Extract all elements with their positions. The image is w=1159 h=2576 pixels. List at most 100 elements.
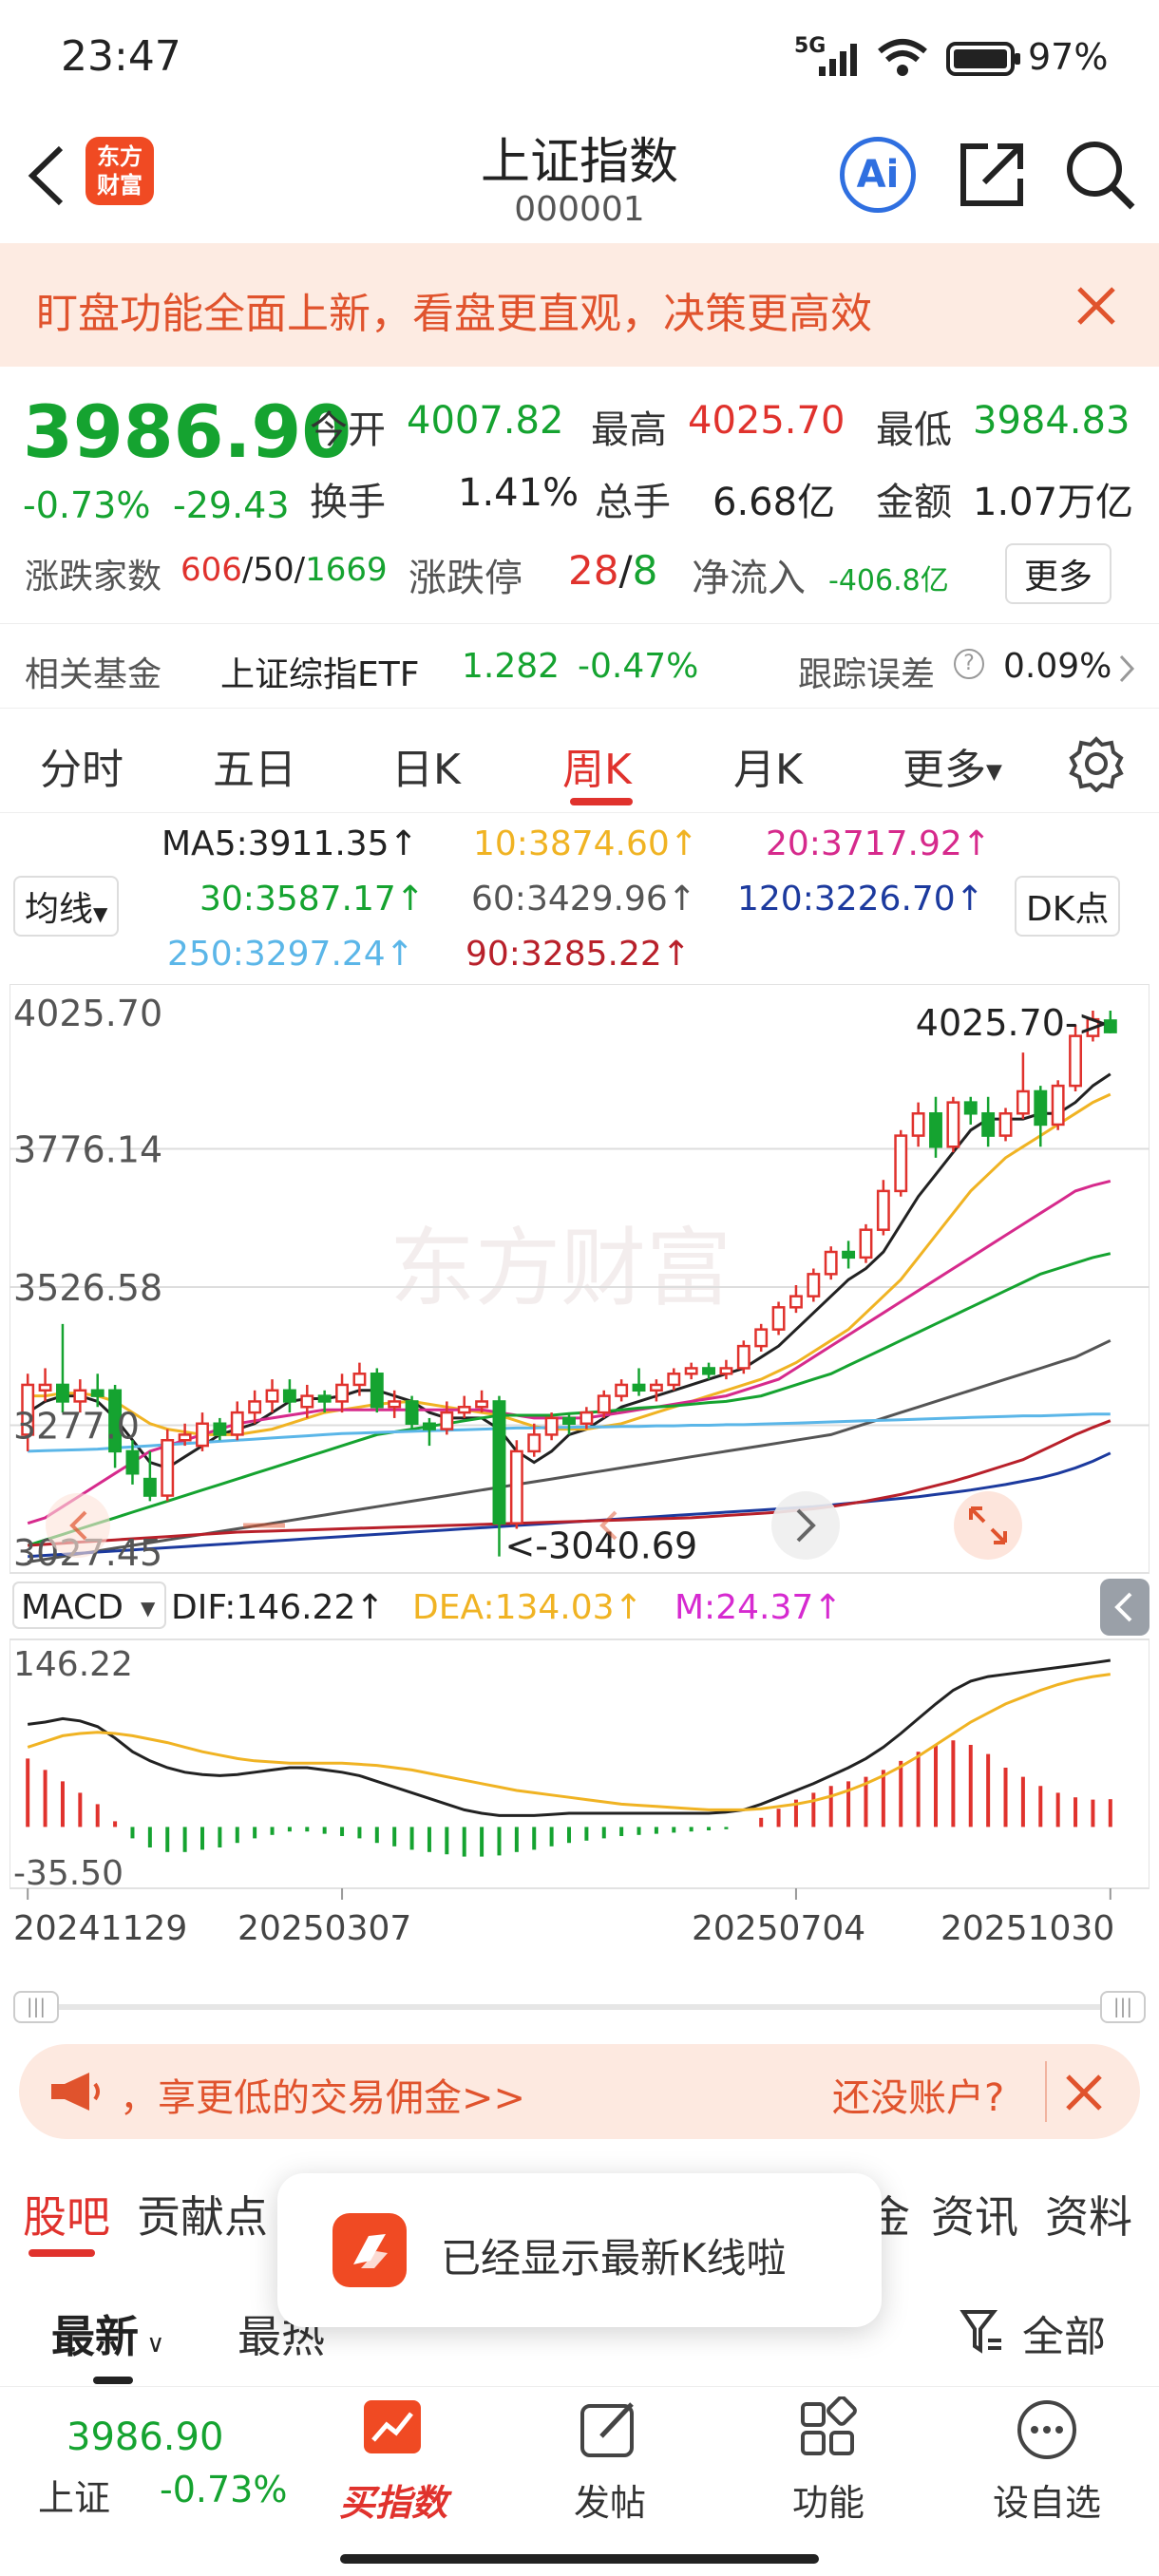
back-icon[interactable]	[23, 142, 70, 209]
ma-item: MA5:3911.35↑	[162, 824, 418, 863]
turnover-label: 换手	[310, 481, 386, 524]
tab-profile[interactable]: 资料	[1045, 2191, 1132, 2243]
candle	[370, 1373, 384, 1409]
candle	[929, 1112, 942, 1148]
megaphone-icon	[51, 2073, 100, 2111]
fund-label: 相关基金	[25, 655, 162, 694]
add-watchlist-button[interactable]: 设自选	[971, 2396, 1123, 2526]
dk-point-toggle[interactable]: DK点	[1015, 876, 1121, 937]
candle	[632, 1383, 646, 1392]
flat-count: 50	[253, 551, 294, 589]
help-icon[interactable]: ?	[954, 649, 984, 679]
tab-more[interactable]: 更多▼	[902, 735, 1002, 796]
candle	[38, 1383, 52, 1392]
high-value: 4025.70	[688, 399, 846, 443]
ma-item: 250:3297.24↑	[167, 935, 414, 974]
app-logo: 东方 财富	[86, 137, 154, 205]
volume-value: 6.68亿	[712, 481, 836, 524]
open-account-link[interactable]: 还没账户?	[832, 2076, 1005, 2120]
chevron-left-icon[interactable]	[599, 1510, 618, 1541]
toast-message: 已经显示最新K线啦	[277, 2173, 882, 2327]
candle	[946, 1101, 960, 1148]
limit-down: 8	[632, 547, 658, 594]
ma-item: 30:3587.17↑	[200, 880, 425, 919]
low-value: 3984.83	[973, 399, 1130, 443]
breadth-label: 涨跌家数	[25, 558, 162, 597]
post-button[interactable]: 发帖	[534, 2396, 686, 2526]
ma-item: 60:3429.96↑	[471, 880, 696, 919]
functions-label: 功能	[791, 2482, 864, 2524]
scroll-right-button[interactable]	[771, 1491, 840, 1560]
candle	[544, 1416, 559, 1436]
ai-button[interactable]: Ai	[840, 137, 916, 213]
ma-selector[interactable]: 均线▼	[13, 876, 120, 937]
kline-chart[interactable]: 东方财富 4025.703776.143526.583277.03027.45 …	[9, 983, 1150, 1977]
scroll-left-button[interactable]	[46, 1493, 110, 1558]
page-title: 上证指数	[480, 134, 678, 191]
share-icon[interactable]	[956, 139, 1028, 211]
chevron-right-icon	[796, 1508, 816, 1543]
bottom-index-price: 3986.90	[66, 2415, 224, 2459]
filter-icon[interactable]	[960, 2308, 1005, 2356]
ma-item: 10:3874.60↑	[473, 824, 698, 863]
x-tick-label: 20251030	[940, 1909, 1114, 1948]
candle	[300, 1394, 314, 1409]
sort-latest[interactable]: 最新 ∨	[51, 2302, 164, 2365]
search-icon[interactable]	[1062, 137, 1138, 213]
macd-selector-label: MACD	[21, 1588, 124, 1627]
tab-intraday[interactable]: 分时	[40, 746, 124, 794]
fullscreen-button[interactable]	[954, 1491, 1022, 1560]
tab-contribution[interactable]: 贡献点	[137, 2191, 268, 2243]
expand-icon	[969, 1506, 1007, 1544]
candle	[509, 1449, 523, 1525]
buy-index-button[interactable]: 买指数	[317, 2396, 469, 2526]
notice-banner[interactable]: 盯盘功能全面上新，看盘更直观，决策更高效	[0, 243, 1159, 367]
ma-legend: 均线▼ MA5:3911.35↑ 10:3874.60↑ 20:3717.92↑…	[0, 819, 1159, 980]
candle	[161, 1438, 175, 1497]
change-pct: -0.73%	[23, 484, 151, 526]
candle	[142, 1477, 157, 1497]
candle	[21, 1383, 35, 1436]
candle	[597, 1394, 611, 1414]
functions-button[interactable]: 功能	[752, 2396, 904, 2526]
kline-chart-area[interactable]: 东方财富 4025.703776.143526.583277.03027.45 …	[9, 983, 1150, 1977]
candle	[789, 1295, 803, 1309]
candle	[423, 1422, 436, 1430]
candle	[894, 1134, 908, 1193]
scroller-left-handle[interactable]: |||	[13, 1991, 59, 2023]
amount-value: 1.07万亿	[973, 481, 1134, 524]
close-icon[interactable]	[1075, 285, 1117, 327]
status-bar: 23:47 5G 97%	[0, 0, 1159, 114]
chevron-left-icon	[1114, 1592, 1132, 1622]
tab-five-day[interactable]: 五日	[213, 746, 296, 794]
open-label: 今开	[310, 408, 386, 452]
tab-guba[interactable]: 股吧	[23, 2191, 110, 2243]
candle	[335, 1383, 349, 1403]
promo-banner[interactable]: ，享更低的交易佣金>> 还没账户?	[19, 2044, 1140, 2139]
candle	[196, 1422, 209, 1448]
range-scroller[interactable]: ||| |||	[13, 1991, 1146, 2023]
tab-daily[interactable]: 日K	[391, 746, 461, 794]
collapse-panel-button[interactable]	[1100, 1579, 1150, 1636]
macd-selector[interactable]: MACD ▼	[12, 1582, 166, 1629]
x-tick-label: 20241129	[13, 1909, 187, 1948]
candle	[1034, 1089, 1048, 1127]
tab-news[interactable]: 资讯	[931, 2191, 1018, 2243]
chevron-left-icon	[69, 1510, 87, 1541]
post-label: 发帖	[573, 2482, 646, 2524]
tab-monthly[interactable]: 月K	[733, 746, 803, 794]
close-icon[interactable]	[1064, 2073, 1104, 2112]
more-button[interactable]: 更多	[1005, 543, 1112, 604]
related-fund-row[interactable]: 相关基金 上证综指ETF 1.282 -0.47% 跟踪误差 ? 0.09%	[0, 623, 1159, 709]
macd-y-tick-label: 146.22	[13, 1645, 133, 1684]
candle	[1051, 1084, 1065, 1127]
candle	[178, 1433, 192, 1442]
candle	[842, 1250, 856, 1260]
filter-all[interactable]: 全部	[1022, 2313, 1106, 2361]
candle	[876, 1189, 890, 1231]
tab-weekly[interactable]: 周K	[562, 746, 632, 794]
header: 东方 财富 上证指数 000001 Ai	[0, 114, 1159, 243]
scroller-right-handle[interactable]: |||	[1100, 1991, 1146, 2023]
settings-gear-icon[interactable]	[1068, 735, 1125, 792]
divider	[1045, 2061, 1047, 2122]
